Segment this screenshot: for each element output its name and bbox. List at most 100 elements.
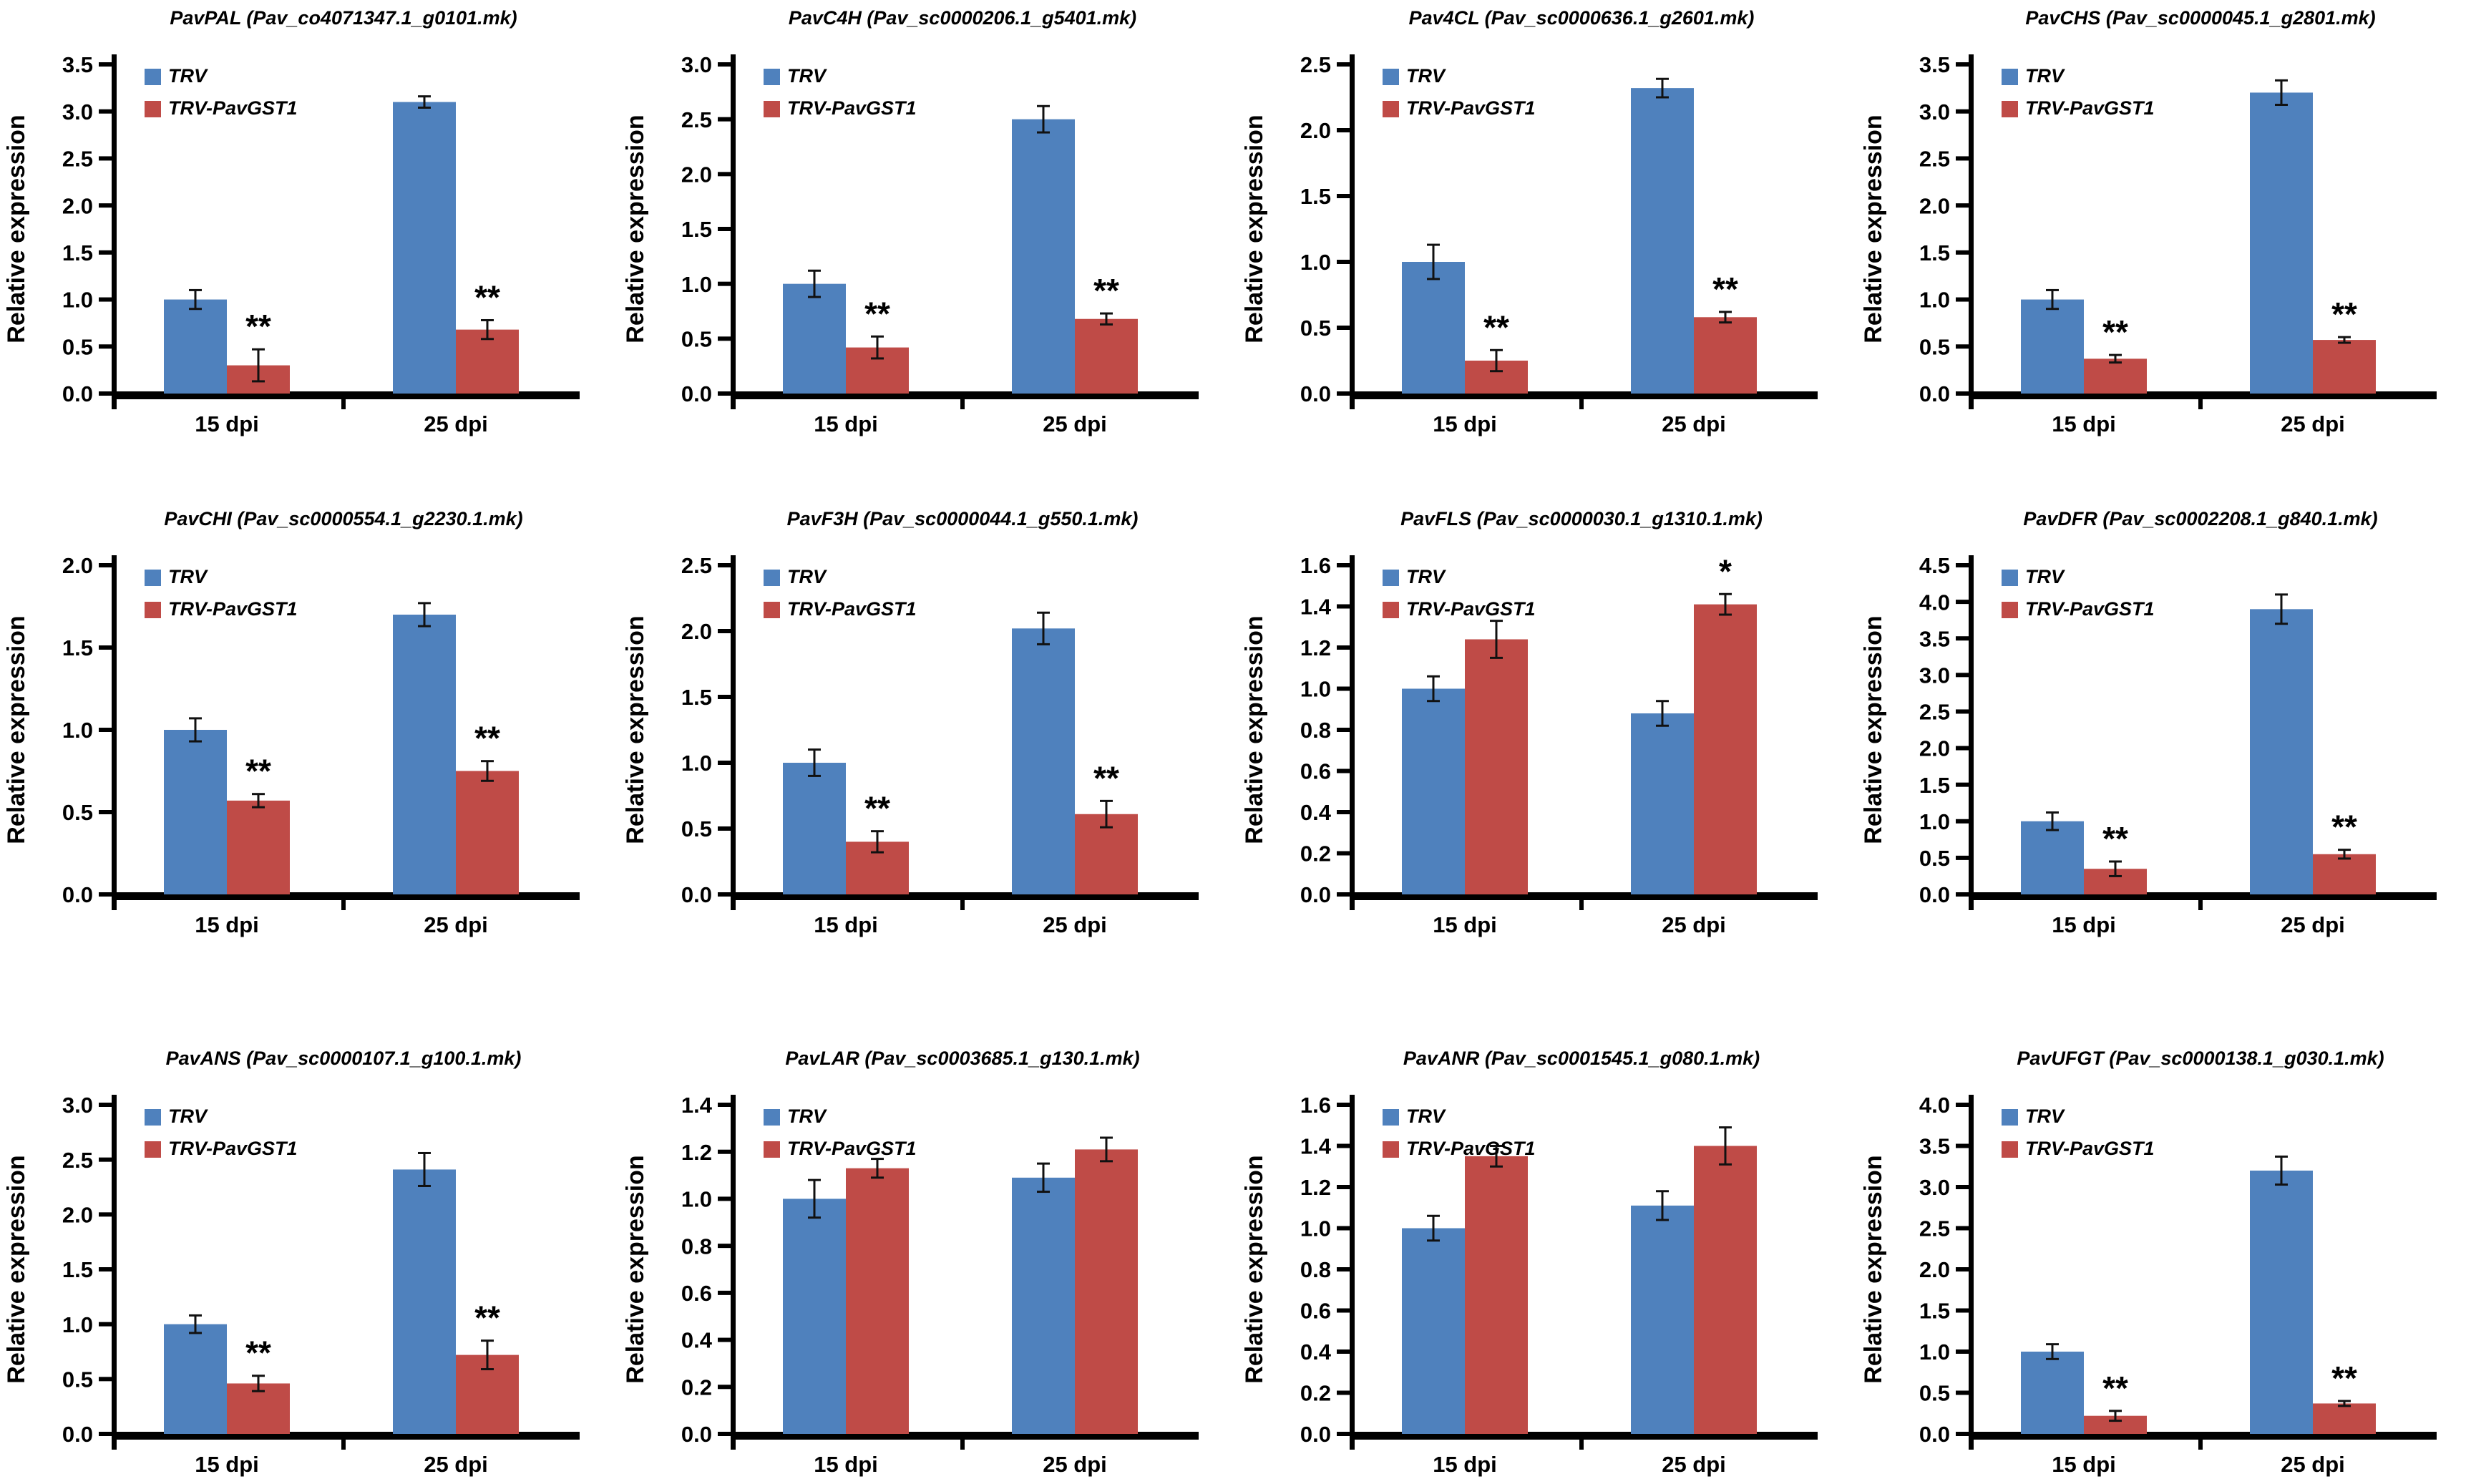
y-tick-label: 1.0 [681,272,712,297]
y-tick [1337,128,1352,132]
chart-title: PavUFGT (Pav_sc0000138.1_g030.1.mk) [2017,1048,2384,1069]
error-bar-cap-bottom [2338,341,2351,344]
error-bar-cap-top [2338,1400,2351,1402]
y-tick-label: 1.6 [1300,1093,1331,1118]
x-tick-label: 25 dpi [424,1452,488,1477]
x-axis [1969,892,2437,900]
error-bar-cap-top [2109,860,2122,863]
error-bar-cap-top [1427,1214,1440,1217]
legend-swatch-trv-pavgst1 [2002,1141,2018,1158]
error-bar-cap-bottom [1656,96,1669,99]
error-bar [194,290,197,309]
y-tick [1956,391,1971,396]
x-axis-mid-tick [960,897,965,910]
chart-svg-PavUFGT: PavUFGT (Pav_sc0000138.1_g030.1.mk) Relat… [1860,1048,2437,1477]
y-tick-label: 2.5 [1919,1216,1950,1241]
legend-label: TRV-PavGST1 [2025,598,2155,620]
error-bar-cap-bottom [481,779,494,782]
error-bar [876,336,879,358]
error-bar [2280,594,2283,624]
y-tick-label: 2.5 [681,107,712,132]
chart-title: PavCHI (Pav_sc0000554.1_g2230.1.mk) [164,508,522,529]
error-bar-cap-top [2046,811,2059,814]
legend-swatch-trv-pavgst1 [1383,602,1399,618]
error-bar-cap-bottom [1490,1165,1503,1168]
bar-trv-15dpi [1402,262,1465,394]
bar-trv-25dpi [2250,609,2313,894]
error-bar-cap-bottom [2109,1420,2122,1422]
error-bar-cap-top [1037,611,1050,614]
y-tick-label: 1.2 [1300,635,1331,660]
y-tick [1956,62,1971,67]
legend-label: TRV [2025,1105,2065,1127]
y-tick-label: 2.0 [1919,1257,1950,1282]
error-bar-cap-top [871,1158,884,1161]
chart-panel-PavLAR: PavLAR (Pav_sc0003685.1_g130.1.mk) Relati… [619,944,1238,1484]
y-axis [731,1095,736,1450]
bar-trv-25dpi [393,1169,456,1434]
significance-mark: ** [1483,308,1509,346]
significance-mark: ** [474,278,500,316]
y-tick [718,1385,733,1390]
y-tick-label: 0.4 [681,1328,713,1353]
error-bar [1042,1163,1045,1192]
y-tick-label: 1.0 [1300,1216,1331,1241]
y-tick [99,1432,114,1436]
y-tick [1337,1185,1352,1189]
error-bar-cap-bottom [871,1176,884,1179]
bar-trv-pavgst1-25dpi [1694,604,1757,894]
y-tick [1337,1432,1352,1436]
legend-swatch-trv-pavgst1 [145,1141,161,1158]
y-tick [718,695,733,699]
y-axis [1350,54,1355,409]
y-tick-label: 3.5 [62,52,93,77]
error-bar [423,1153,426,1186]
error-bar-cap-top [1490,348,1503,351]
x-axis [1969,391,2437,399]
error-bar-cap-bottom [808,1216,821,1219]
y-tick [1956,1432,1971,1436]
y-tick [1337,1308,1352,1313]
y-tick-label: 1.0 [1300,677,1331,702]
y-tick [1337,686,1352,691]
x-axis [731,1432,1199,1440]
bar-trv-pavgst1-15dpi [2084,358,2147,394]
y-tick-label: 0.0 [1300,381,1331,406]
error-bar [257,1375,260,1392]
y-tick-label: 0.5 [1919,846,1950,871]
significance-mark: ** [2102,313,2128,351]
y-tick [99,344,114,349]
error-bar-cap-bottom [481,1368,494,1371]
error-bar-cap-top [2046,288,2059,291]
x-tick-label: 25 dpi [2281,411,2345,436]
y-tick-label: 2.5 [1919,700,1950,725]
error-bar-cap-top [2338,336,2351,338]
y-tick-label: 3.0 [62,1093,93,1118]
error-bar-cap-bottom [1037,1191,1050,1193]
error-bar-cap-bottom [418,625,431,628]
error-bar-cap-bottom [2109,361,2122,364]
error-bar-cap-bottom [252,806,265,809]
y-axis-title: Relative expression [622,1155,649,1383]
bar-trv-25dpi [1012,628,1075,894]
y-tick-label: 4.0 [1919,590,1950,615]
y-tick-label: 0.0 [681,1422,712,1447]
y-tick [99,645,114,650]
y-tick [1956,709,1971,714]
bar-trv-15dpi [2021,821,2084,894]
x-axis-mid-tick [960,1437,965,1450]
y-tick [1956,600,1971,605]
y-tick [1337,1390,1352,1395]
error-bar [1495,620,1498,658]
error-bar-cap-top [189,288,202,291]
y-tick-label: 3.0 [1919,99,1950,125]
y-tick-label: 0.2 [681,1375,712,1400]
legend-label: TRV-PavGST1 [1406,97,1536,119]
chart-title: PavANR (Pav_sc0001545.1_g080.1.mk) [1403,1048,1760,1069]
error-bar-cap-bottom [252,380,265,383]
x-axis-mid-tick [1579,897,1584,910]
error-bar-cap-bottom [2338,1405,2351,1407]
y-tick-label: 2.5 [681,553,712,578]
y-tick-label: 0.0 [62,882,93,907]
bar-trv-pavgst1-25dpi [2313,1403,2376,1434]
